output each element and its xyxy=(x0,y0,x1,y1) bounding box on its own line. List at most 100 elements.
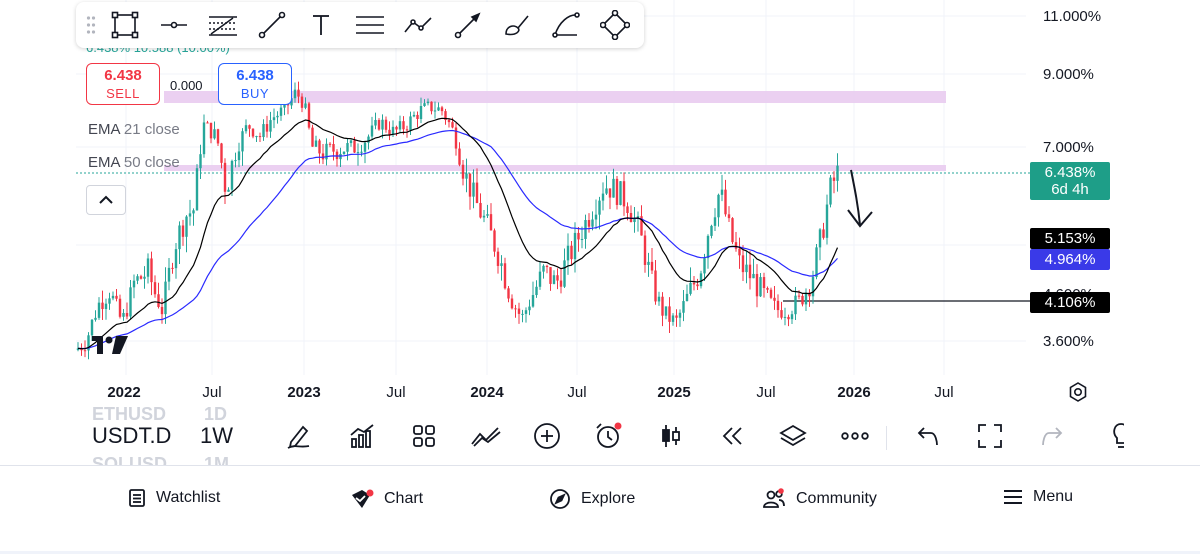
bottom-navigation: Watchlist Chart Explore Community Menu xyxy=(0,465,1200,554)
time-axis-label: 2022 xyxy=(107,384,140,401)
path-tool-icon[interactable] xyxy=(394,5,443,45)
buy-price: 6.438 xyxy=(236,67,274,84)
time-axis-label: 2026 xyxy=(837,384,870,401)
price-axis-label: 3.600% xyxy=(1043,333,1094,350)
timeframe-selector[interactable]: 1W xyxy=(200,423,233,448)
price-chart[interactable]: 2022 Jul 2023 Jul 2024 Jul 2025 Jul 2026 Jul xyxy=(76,0,1124,410)
last-price-value: 6.438% xyxy=(1044,164,1096,181)
last-price-tag: 6.438% 6d 4h xyxy=(1030,162,1110,200)
sell-label: SELL xyxy=(106,86,140,101)
indicator-source: close xyxy=(144,121,180,138)
chevron-up-icon xyxy=(99,195,113,204)
nav-label: Community xyxy=(796,490,877,507)
time-axis-label: Jul xyxy=(567,384,586,401)
curve-tool-icon[interactable] xyxy=(541,5,590,45)
nav-explore[interactable]: Explore xyxy=(549,488,635,510)
nav-label: Menu xyxy=(1033,488,1074,505)
time-axis-label: 2024 xyxy=(470,384,504,401)
indicator-source: close xyxy=(144,154,180,171)
chart-bottom-toolbar: ETHUSD 1D SOLUSD 1M USDT.D 1W xyxy=(76,404,1124,474)
time-axis: 2022 Jul 2023 Jul 2024 Jul 2025 Jul 2026 Jul xyxy=(107,384,953,401)
resistance-zone-lower[interactable] xyxy=(164,165,946,171)
candle-type-icon[interactable] xyxy=(655,420,687,452)
nav-label: Watchlist xyxy=(156,489,221,506)
text-tool-icon[interactable] xyxy=(296,5,345,45)
indicator-ema-21[interactable]: EMA 21 close xyxy=(88,121,180,138)
nav-community[interactable]: Community xyxy=(762,488,877,510)
indicator-period: 50 xyxy=(123,154,141,171)
line-price-tag: 4.106% xyxy=(1030,292,1110,313)
nav-label: Chart xyxy=(384,490,424,507)
undo-icon[interactable] xyxy=(912,420,944,452)
layout-grid-icon[interactable] xyxy=(408,420,440,452)
bar-countdown: 6d 4h xyxy=(1051,181,1089,198)
scroll-ghost-timeframe: 1D xyxy=(204,404,228,424)
lightbulb-icon[interactable] xyxy=(1108,420,1124,452)
drawn-arrow[interactable] xyxy=(847,169,873,228)
alert-clock-icon[interactable] xyxy=(592,420,624,452)
nav-watchlist[interactable]: Watchlist xyxy=(128,488,220,508)
resistance-zone-upper[interactable] xyxy=(164,91,946,103)
compare-icon[interactable] xyxy=(470,420,502,452)
nav-chart[interactable]: Chart xyxy=(350,488,423,510)
nav-label: Explore xyxy=(581,490,636,507)
ema50-value: 4.964% xyxy=(1044,251,1096,268)
tradingview-logo xyxy=(92,336,128,354)
price-axis-label: 7.000% xyxy=(1043,139,1094,156)
rectangle-tool-icon[interactable] xyxy=(100,5,149,45)
nav-bottom-divider xyxy=(0,551,1200,554)
chart-icon xyxy=(352,489,374,508)
compass-icon xyxy=(550,489,570,509)
toolbar-divider xyxy=(886,426,887,450)
spread-value: 0.000 xyxy=(170,78,203,93)
polyline-tool-icon[interactable] xyxy=(590,5,639,45)
indicator-name: EMA xyxy=(88,121,120,138)
price-axis-label: 9.000% xyxy=(1043,66,1094,83)
toolbar-grip-icon[interactable] xyxy=(82,10,100,40)
arrow-tool-icon[interactable] xyxy=(443,5,492,45)
drawing-tools-icon[interactable] xyxy=(283,420,315,452)
sell-button[interactable]: 6.438 SELL xyxy=(86,63,160,105)
scroll-ghost-symbol: ETHUSD xyxy=(92,404,167,424)
brush-tool-icon[interactable] xyxy=(492,5,541,45)
ema-50-line xyxy=(77,129,838,350)
fullscreen-icon[interactable] xyxy=(974,420,1006,452)
indicators-icon[interactable] xyxy=(346,420,378,452)
ema21-value: 5.153% xyxy=(1044,230,1096,247)
fib-retracement-tool-icon[interactable] xyxy=(198,5,247,45)
indicator-ema-50[interactable]: EMA 50 close xyxy=(88,154,180,171)
time-axis-label: Jul xyxy=(756,384,775,401)
nav-menu[interactable]: Menu xyxy=(1003,488,1073,506)
price-axis-label: 11.000% xyxy=(1043,8,1102,25)
time-axis-label: 2023 xyxy=(287,384,320,401)
grid xyxy=(76,0,1026,375)
ema21-price-tag: 5.153% xyxy=(1030,228,1110,249)
hamburger-icon xyxy=(1004,490,1022,504)
add-circle-icon[interactable] xyxy=(531,420,563,452)
community-icon xyxy=(763,488,785,508)
redo-icon[interactable] xyxy=(1036,420,1068,452)
ema50-price-tag: 4.964% xyxy=(1030,249,1110,270)
indicator-period: 21 xyxy=(123,121,141,138)
time-axis-label: Jul xyxy=(202,384,221,401)
more-options-icon[interactable] xyxy=(839,420,871,452)
ema-21-line xyxy=(77,117,839,350)
time-axis-label: Jul xyxy=(386,384,405,401)
line-value: 4.106% xyxy=(1044,294,1096,311)
time-axis-label: Jul xyxy=(934,384,953,401)
indicator-name: EMA xyxy=(88,154,120,171)
drawing-toolbar xyxy=(76,2,644,48)
sell-price: 6.438 xyxy=(104,67,142,84)
candlestick-series xyxy=(76,81,839,360)
time-axis-label: 2025 xyxy=(657,384,690,401)
collapse-legend-button[interactable] xyxy=(86,185,126,215)
parallel-channel-tool-icon[interactable] xyxy=(345,5,394,45)
horizontal-line-tool-icon[interactable] xyxy=(149,5,198,45)
trend-line-tool-icon[interactable] xyxy=(247,5,296,45)
replay-icon[interactable] xyxy=(716,420,748,452)
buy-button[interactable]: 6.438 BUY xyxy=(218,63,292,105)
symbol-selector[interactable]: USDT.D xyxy=(92,423,172,448)
chart-settings-icon[interactable] xyxy=(1066,380,1090,404)
layers-icon[interactable] xyxy=(777,420,809,452)
watchlist-icon xyxy=(129,489,145,507)
